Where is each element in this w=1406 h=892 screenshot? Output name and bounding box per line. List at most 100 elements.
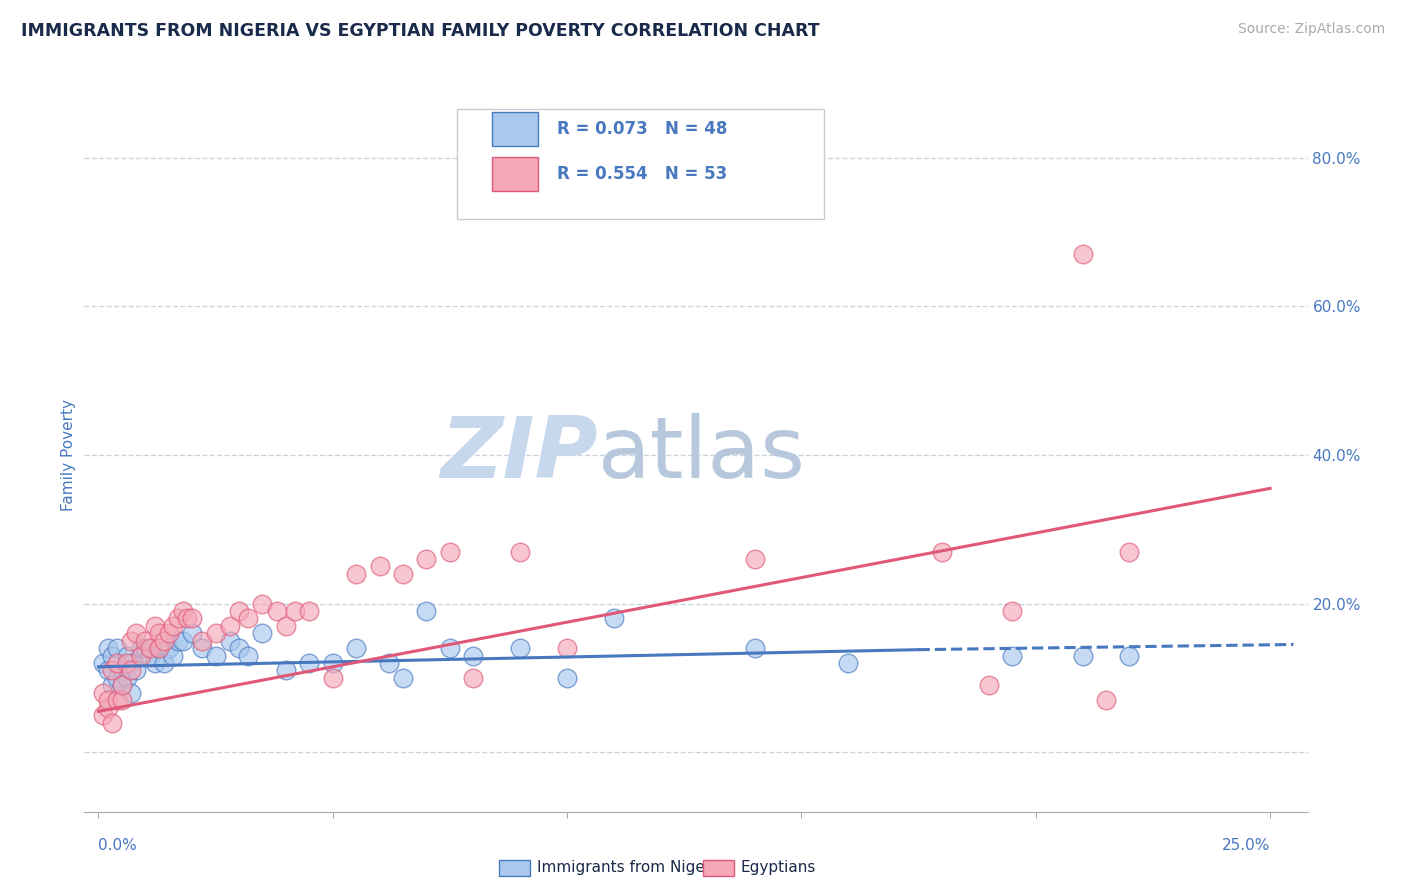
- Point: [1095, 693, 1118, 707]
- Point: [284, 604, 307, 618]
- Point: [931, 544, 953, 558]
- FancyBboxPatch shape: [492, 112, 538, 146]
- Point: [125, 664, 148, 678]
- Text: R = 0.073   N = 48: R = 0.073 N = 48: [557, 120, 727, 137]
- Point: [252, 626, 274, 640]
- Point: [91, 686, 114, 700]
- Point: [218, 633, 240, 648]
- Point: [111, 664, 134, 678]
- Point: [111, 678, 134, 692]
- Point: [603, 611, 626, 625]
- Point: [252, 597, 274, 611]
- Point: [157, 641, 180, 656]
- Point: [111, 678, 134, 692]
- Point: [415, 604, 437, 618]
- Point: [120, 656, 142, 670]
- Point: [101, 678, 124, 692]
- Point: [111, 693, 134, 707]
- Point: [162, 648, 184, 663]
- Point: [167, 611, 190, 625]
- Point: [91, 708, 114, 723]
- Point: [1071, 247, 1094, 261]
- Point: [228, 604, 250, 618]
- Point: [134, 641, 156, 656]
- Point: [105, 641, 128, 656]
- Point: [322, 671, 344, 685]
- Text: 0.0%: 0.0%: [98, 838, 138, 853]
- Point: [190, 633, 212, 648]
- Point: [344, 566, 367, 581]
- Point: [238, 648, 260, 663]
- Point: [218, 619, 240, 633]
- Text: IMMIGRANTS FROM NIGERIA VS EGYPTIAN FAMILY POVERTY CORRELATION CHART: IMMIGRANTS FROM NIGERIA VS EGYPTIAN FAMI…: [21, 22, 820, 40]
- Text: Egyptians: Egyptians: [741, 860, 817, 874]
- Point: [97, 664, 120, 678]
- Point: [134, 633, 156, 648]
- Point: [167, 633, 190, 648]
- Point: [392, 671, 415, 685]
- Point: [555, 671, 578, 685]
- Point: [125, 626, 148, 640]
- Point: [977, 678, 1000, 692]
- Point: [1001, 648, 1024, 663]
- Point: [172, 604, 194, 618]
- Point: [463, 648, 485, 663]
- Point: [238, 611, 260, 625]
- Point: [129, 648, 152, 663]
- Point: [415, 552, 437, 566]
- Point: [97, 641, 120, 656]
- Point: [153, 656, 176, 670]
- Text: Source: ZipAtlas.com: Source: ZipAtlas.com: [1237, 22, 1385, 37]
- Point: [439, 641, 461, 656]
- Point: [204, 626, 226, 640]
- Point: [344, 641, 367, 656]
- Point: [143, 619, 166, 633]
- Point: [101, 648, 124, 663]
- Point: [101, 664, 124, 678]
- Point: [228, 641, 250, 656]
- Point: [139, 648, 162, 663]
- Point: [91, 656, 114, 670]
- Point: [148, 626, 170, 640]
- Point: [378, 656, 401, 670]
- Point: [148, 641, 170, 656]
- Point: [120, 633, 142, 648]
- Point: [298, 656, 321, 670]
- Point: [129, 641, 152, 656]
- Point: [274, 619, 297, 633]
- Point: [172, 633, 194, 648]
- Point: [439, 544, 461, 558]
- Point: [744, 552, 766, 566]
- FancyBboxPatch shape: [492, 157, 538, 191]
- Point: [204, 648, 226, 663]
- Text: atlas: atlas: [598, 413, 806, 497]
- Point: [509, 641, 531, 656]
- Text: ZIP: ZIP: [440, 413, 598, 497]
- Point: [120, 664, 142, 678]
- Point: [555, 641, 578, 656]
- FancyBboxPatch shape: [457, 109, 824, 219]
- Text: Immigrants from Nigeria: Immigrants from Nigeria: [537, 860, 725, 874]
- Point: [1071, 648, 1094, 663]
- Point: [176, 611, 198, 625]
- Point: [148, 641, 170, 656]
- Point: [322, 656, 344, 670]
- Point: [105, 671, 128, 685]
- Point: [837, 656, 859, 670]
- Point: [274, 664, 297, 678]
- Point: [139, 641, 162, 656]
- Point: [368, 559, 391, 574]
- Point: [298, 604, 321, 618]
- Point: [181, 611, 204, 625]
- Point: [1118, 544, 1140, 558]
- Point: [744, 641, 766, 656]
- Point: [266, 604, 288, 618]
- Y-axis label: Family Poverty: Family Poverty: [60, 399, 76, 511]
- Point: [153, 633, 176, 648]
- Point: [115, 671, 138, 685]
- Point: [105, 656, 128, 670]
- Point: [1118, 648, 1140, 663]
- Point: [115, 648, 138, 663]
- Point: [97, 700, 120, 714]
- Point: [143, 656, 166, 670]
